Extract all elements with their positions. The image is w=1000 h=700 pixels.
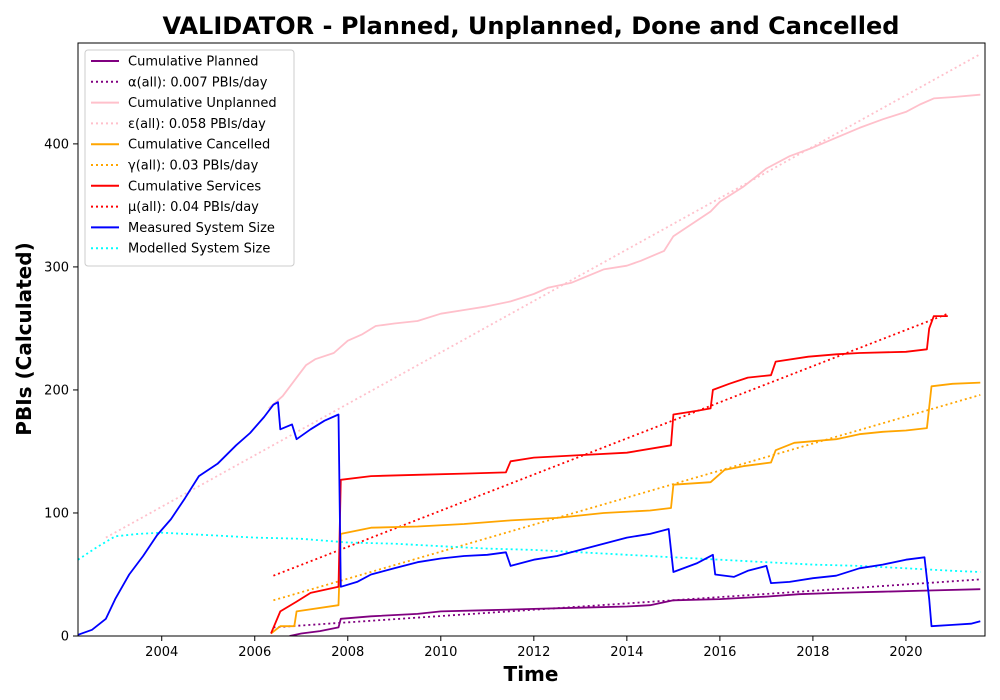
- series-line-3: [105, 53, 981, 539]
- x-tick-label-4: 2012: [517, 645, 550, 660]
- legend: Cumulative Planned α(all): 0.007 PBIs/day…: [84, 49, 295, 267]
- x-tick-label-1: 2006: [238, 645, 271, 660]
- plot-frame: [77, 42, 986, 637]
- y-tick-label-4: 400: [44, 137, 69, 152]
- series-line-8: [78, 401, 981, 636]
- x-tick-label-2: 2008: [331, 645, 364, 660]
- y-tick-label-3: 300: [44, 260, 69, 275]
- y-tick-label-2: 200: [44, 383, 69, 398]
- x-tick-label-5: 2014: [610, 645, 643, 660]
- legend-item-2: Cumulative Unplanned: [128, 96, 277, 111]
- x-tick-label-7: 2018: [796, 645, 829, 660]
- legend-item-1: α(all): 0.007 PBIs/day: [128, 75, 268, 90]
- chart-title: VALIDATOR - Planned, Unplanned, Done and…: [163, 12, 900, 40]
- x-axis-label: Time: [504, 662, 559, 686]
- series-line-7: [273, 312, 949, 577]
- legend-box: [84, 49, 295, 267]
- series-line-0: [289, 588, 981, 636]
- series-line-1: [273, 578, 981, 629]
- legend-item-9: Modelled System Size: [128, 242, 270, 257]
- series-line-2: [268, 93, 981, 410]
- y-tick-label-0: 0: [61, 630, 69, 645]
- x-tick-label-3: 2010: [424, 645, 457, 660]
- x-tick-label-8: 2020: [889, 645, 922, 660]
- legend-item-7: μ(all): 0.04 PBIs/day: [128, 200, 259, 215]
- series-line-5: [273, 394, 981, 602]
- series-line-6: [270, 315, 948, 634]
- legend-item-8: Measured System Size: [128, 221, 275, 236]
- legend-item-5: γ(all): 0.03 PBIs/day: [128, 159, 259, 174]
- legend-item-3: ε(all): 0.058 PBIs/day: [128, 117, 266, 132]
- x-tick-label-6: 2016: [703, 645, 736, 660]
- x-tick-label-0: 2004: [145, 645, 178, 660]
- plot-area: 2004 2006 2008 2010 2012 2014 2016 2018 2020 0 100…: [44, 42, 986, 660]
- y-axis-label: PBIs (Calculated): [12, 242, 36, 435]
- legend-item-0: Cumulative Planned: [128, 55, 258, 70]
- series-line-4: [270, 381, 981, 635]
- y-tick-label-1: 100: [44, 506, 69, 521]
- legend-item-4: Cumulative Cancelled: [128, 138, 270, 153]
- series-group: [78, 53, 981, 636]
- legend-item-6: Cumulative Services: [128, 179, 261, 194]
- series-line-9: [78, 531, 981, 573]
